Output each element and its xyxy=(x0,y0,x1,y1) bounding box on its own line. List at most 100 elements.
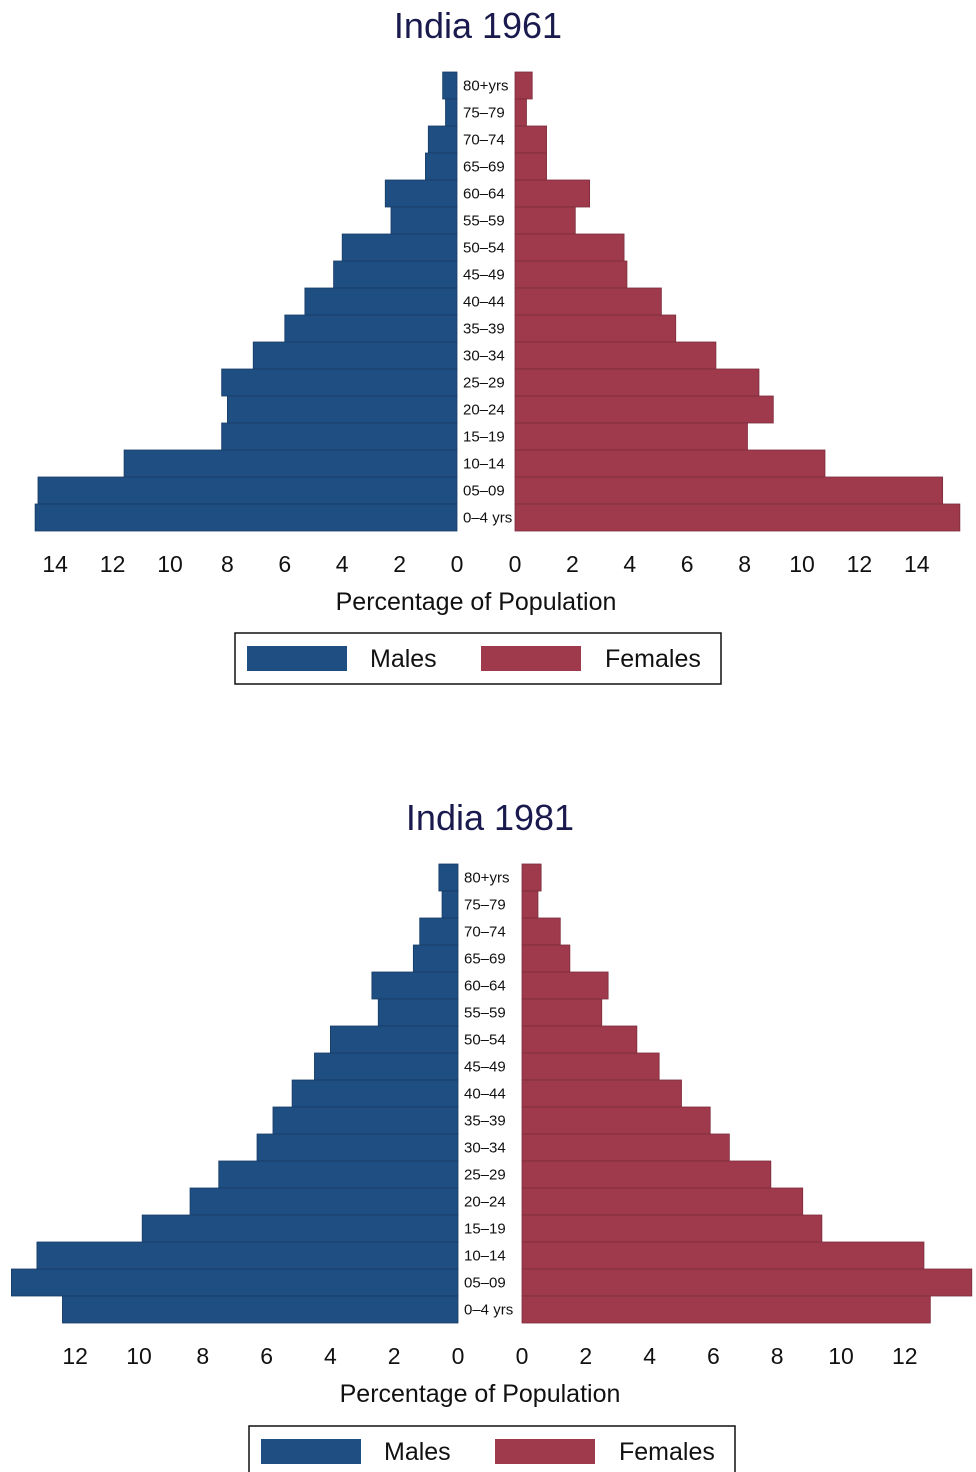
age-group-label: 70–74 xyxy=(463,132,505,149)
x-tick-label-male: 6 xyxy=(278,551,291,577)
female-bar xyxy=(521,1268,973,1297)
x-tick-label-male: 10 xyxy=(157,551,183,577)
male-bar xyxy=(226,395,458,424)
male-bar xyxy=(441,890,459,919)
x-tick-label-male: 6 xyxy=(260,1343,273,1369)
female-bar xyxy=(514,98,527,127)
age-group-label: 25–29 xyxy=(464,1167,506,1184)
chart-title: India 1961 xyxy=(394,5,562,46)
age-group-label: 45–49 xyxy=(463,267,505,284)
age-group-label: 30–34 xyxy=(463,348,505,365)
male-bar xyxy=(412,944,459,973)
female-bar xyxy=(521,1295,931,1324)
female-bar xyxy=(514,260,628,289)
x-tick-label-female: 10 xyxy=(789,551,815,577)
age-group-label: 10–14 xyxy=(463,456,505,473)
male-bar xyxy=(272,1106,459,1135)
male-bar xyxy=(291,1079,459,1108)
female-bar xyxy=(514,152,547,181)
legend-label-males: Males xyxy=(384,1438,451,1466)
male-bar xyxy=(384,179,458,208)
female-bar xyxy=(514,503,961,532)
male-bar xyxy=(419,917,459,946)
female-bar xyxy=(521,1025,638,1054)
x-tick-label-female: 12 xyxy=(892,1343,918,1369)
age-group-label: 05–09 xyxy=(463,483,505,500)
x-axis-label: Percentage of Population xyxy=(340,1380,621,1408)
x-tick-label-female: 10 xyxy=(828,1343,854,1369)
age-group-label: 40–44 xyxy=(464,1086,506,1103)
age-group-label: 35–39 xyxy=(463,321,505,338)
age-group-label: 50–54 xyxy=(463,240,505,257)
age-group-label: 55–59 xyxy=(464,1005,506,1022)
x-tick-label-female: 8 xyxy=(771,1343,784,1369)
female-bar xyxy=(514,71,533,100)
pyramid-chart-2: India 1981 80+yrs 75–79 70–74 65–69 60–64 55–5… xyxy=(10,797,973,1472)
male-bar xyxy=(442,71,458,100)
male-bar xyxy=(10,1268,459,1297)
legend-label-males: Males xyxy=(370,645,437,673)
female-bar xyxy=(514,206,576,235)
female-bar xyxy=(521,1052,660,1081)
female-bar xyxy=(514,125,547,154)
male-bar xyxy=(341,233,458,262)
female-bar xyxy=(514,314,677,343)
x-tick-label-female: 0 xyxy=(509,551,522,577)
female-bar xyxy=(521,998,603,1027)
legend-swatch-males xyxy=(247,646,347,671)
x-tick-label-female: 4 xyxy=(623,551,636,577)
x-tick-label-female: 0 xyxy=(516,1343,529,1369)
female-bar xyxy=(521,1079,682,1108)
male-bar xyxy=(141,1214,459,1243)
male-bar xyxy=(377,998,459,1027)
x-tick-label-male: 2 xyxy=(388,1343,401,1369)
legend: Males Females xyxy=(234,632,722,685)
age-group-label: 60–64 xyxy=(464,978,506,995)
female-bar xyxy=(521,1214,823,1243)
age-group-label: 50–54 xyxy=(464,1032,506,1049)
age-group-label: 30–34 xyxy=(464,1140,506,1157)
female-bar xyxy=(514,449,826,478)
age-group-label: 80+yrs xyxy=(464,870,509,887)
female-bar xyxy=(521,1187,804,1216)
male-bar xyxy=(314,1052,459,1081)
x-tick-label-female: 2 xyxy=(579,1343,592,1369)
x-tick-label-male: 0 xyxy=(452,1343,465,1369)
female-bar xyxy=(514,395,774,424)
female-bar xyxy=(514,233,625,262)
x-tick-label-male: 4 xyxy=(324,1343,337,1369)
x-tick-label-male: 2 xyxy=(393,551,406,577)
male-bar xyxy=(425,152,458,181)
x-tick-label-female: 12 xyxy=(847,551,873,577)
male-bar xyxy=(123,449,458,478)
age-group-label: 0–4 yrs xyxy=(464,1302,513,1319)
x-tick-label-male: 8 xyxy=(221,551,234,577)
age-group-label: 15–19 xyxy=(463,429,505,446)
x-tick-label-female: 6 xyxy=(681,551,694,577)
male-bar xyxy=(34,503,458,532)
female-bar xyxy=(521,1160,772,1189)
male-bar xyxy=(221,422,458,451)
male-bar xyxy=(304,287,458,316)
x-tick-label-male: 4 xyxy=(336,551,349,577)
female-bar xyxy=(521,890,539,919)
female-bar xyxy=(521,944,571,973)
x-axis-label: Percentage of Population xyxy=(336,588,617,616)
age-group-label: 20–24 xyxy=(463,402,505,419)
male-bar xyxy=(438,863,459,892)
age-group-label: 65–69 xyxy=(463,159,505,176)
male-bar xyxy=(284,314,458,343)
age-group-label: 70–74 xyxy=(464,924,506,941)
x-tick-label-male: 10 xyxy=(126,1343,152,1369)
male-bar xyxy=(445,98,458,127)
chart-title: India 1981 xyxy=(406,797,574,838)
age-group-label: 0–4 yrs xyxy=(463,510,512,527)
female-bar xyxy=(514,287,662,316)
female-bar xyxy=(514,476,944,505)
x-tick-label-male: 14 xyxy=(42,551,68,577)
male-bar xyxy=(427,125,458,154)
female-bar xyxy=(514,341,717,370)
x-tick-label-female: 2 xyxy=(566,551,579,577)
age-group-label: 55–59 xyxy=(463,213,505,230)
